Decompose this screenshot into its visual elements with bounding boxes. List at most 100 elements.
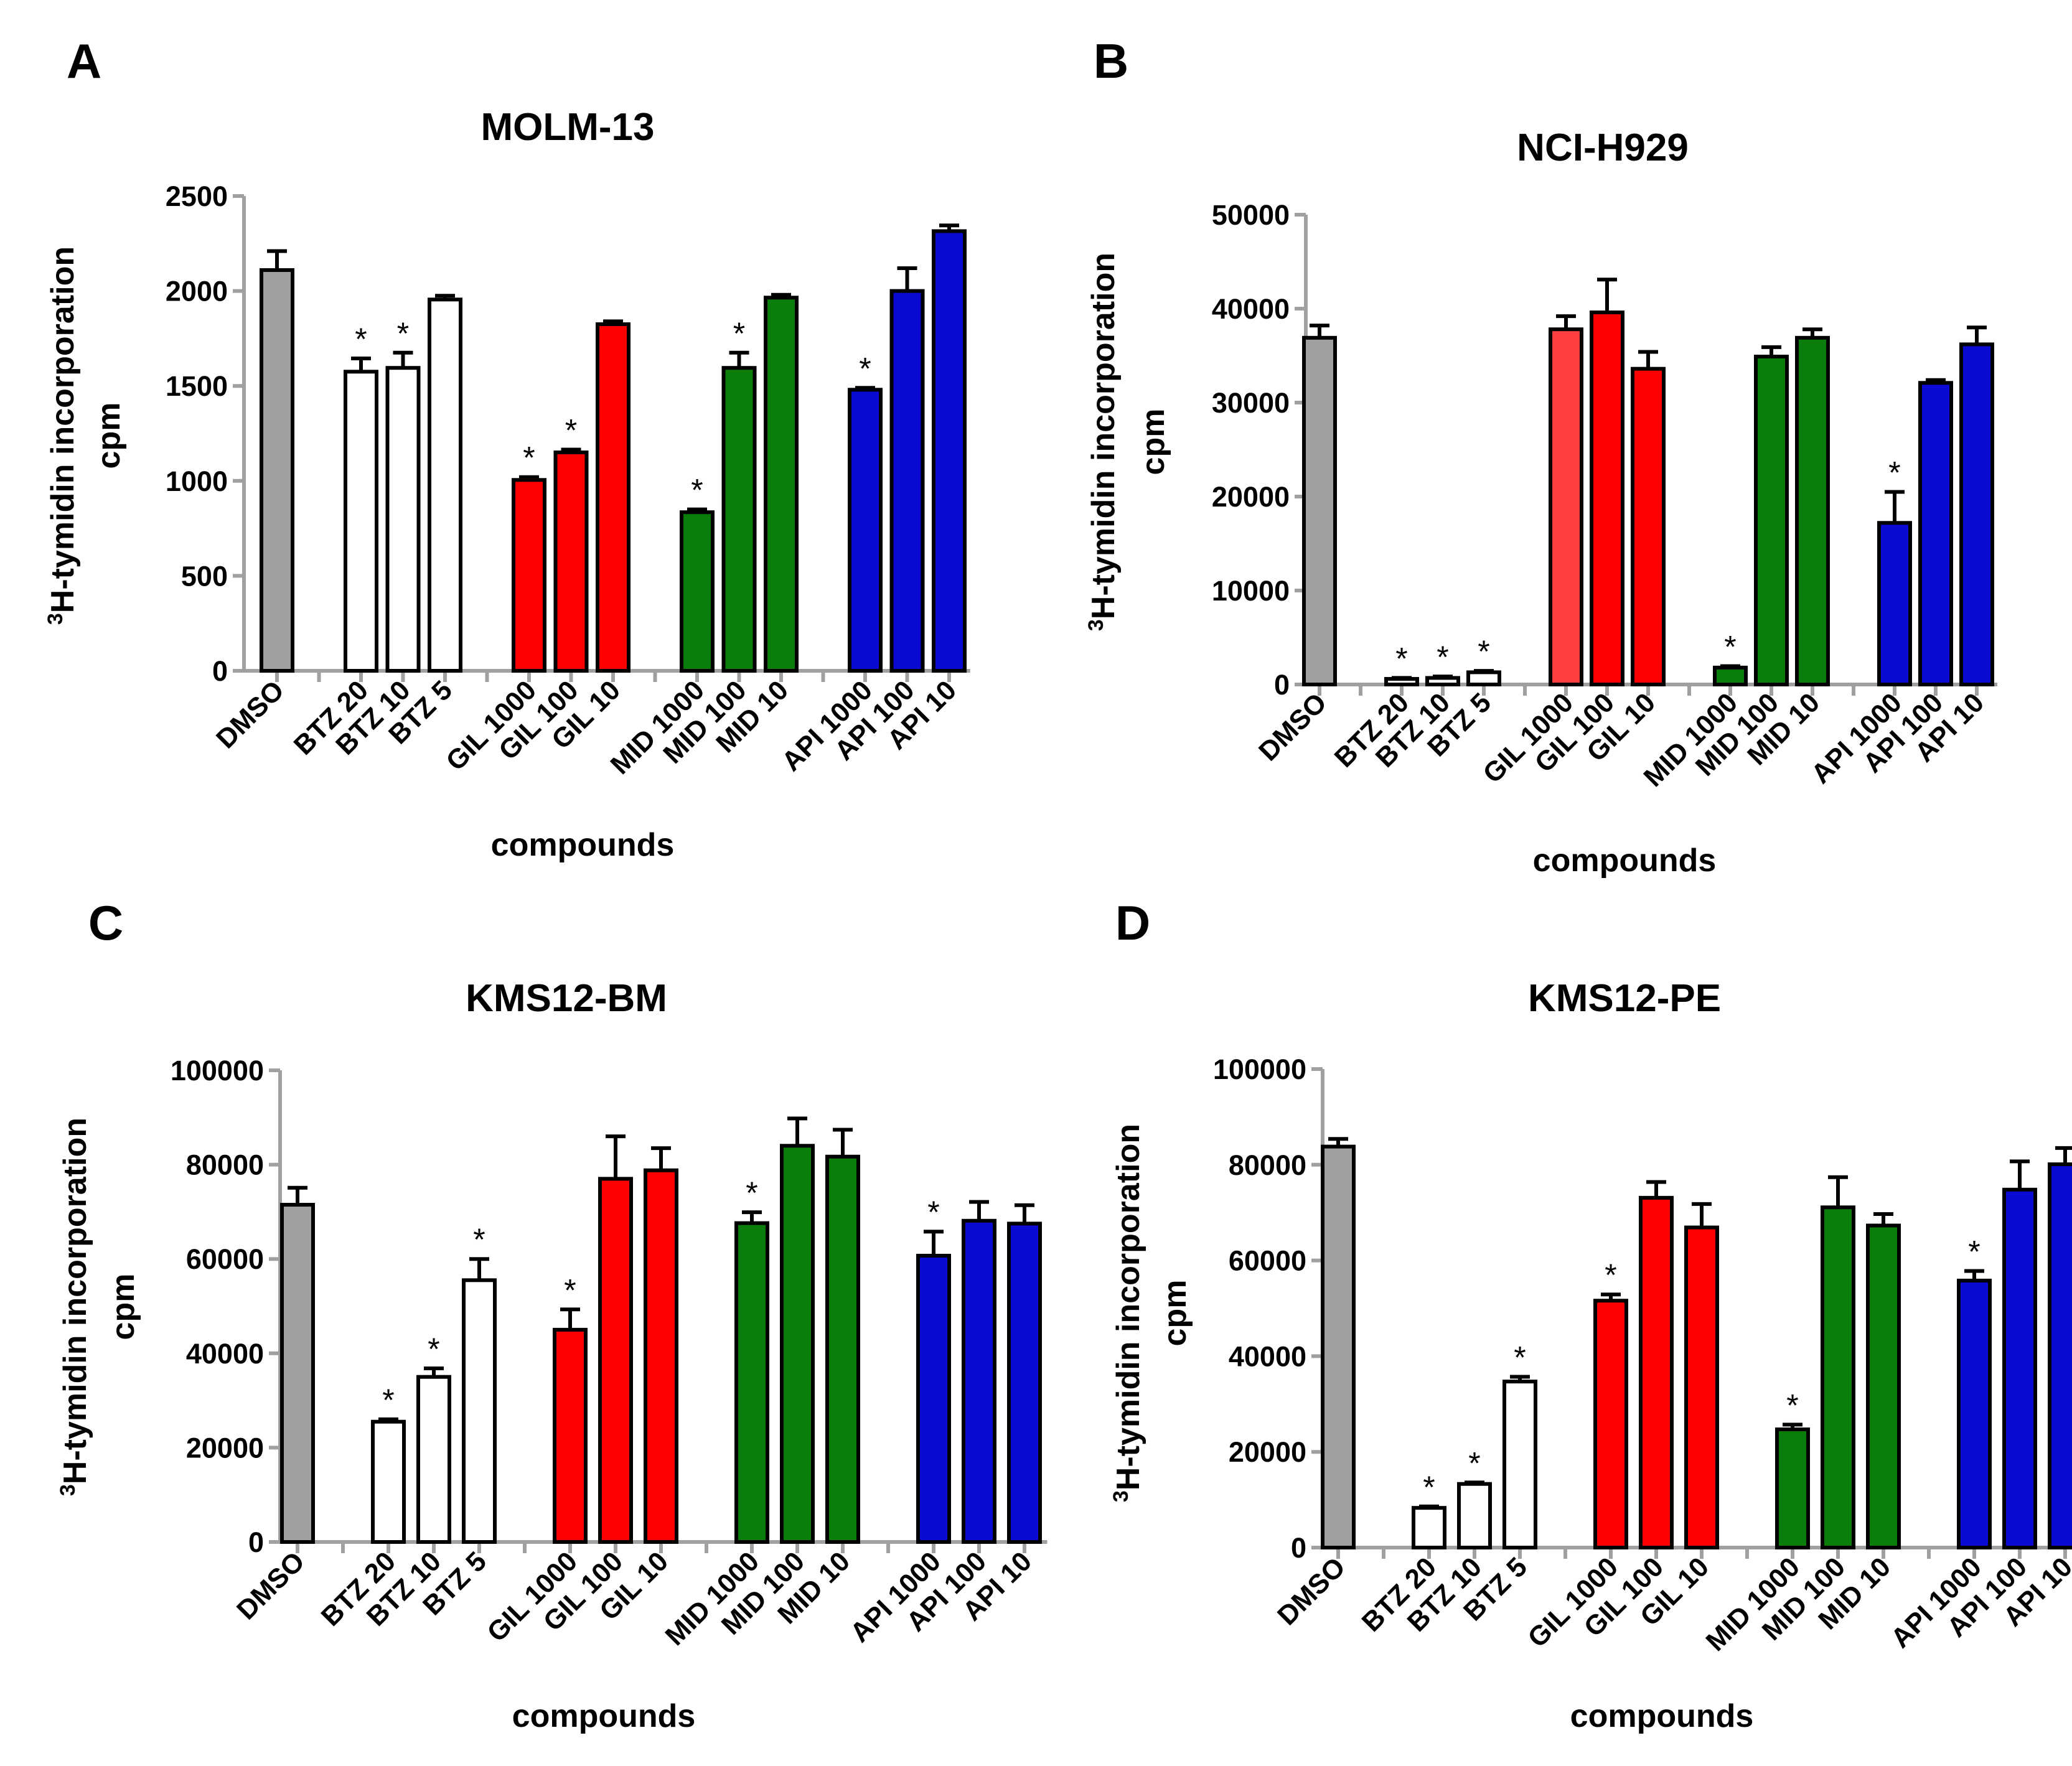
bar <box>1007 1222 1042 1544</box>
significance-star: * <box>397 316 409 351</box>
y-axis-title: 3H-tymidin incorporation <box>1109 1124 1146 1502</box>
significance-star: * <box>382 1383 394 1418</box>
y-tick-label: 50000 <box>1212 199 1290 231</box>
significance-star: * <box>733 316 745 351</box>
bar <box>1457 1482 1492 1549</box>
x-axis-title: compounds <box>491 827 675 863</box>
panel-letter: A <box>67 34 101 88</box>
bar <box>385 366 421 673</box>
bar <box>512 478 546 673</box>
significance-star: * <box>746 1175 757 1210</box>
bar <box>1877 521 1912 687</box>
y-tick-label: 30000 <box>1212 387 1290 419</box>
bar <box>1918 381 1953 686</box>
y-axis-unit: cpm <box>105 1274 141 1340</box>
bar <box>2002 1187 2037 1549</box>
bar <box>1302 335 1337 686</box>
bar <box>416 1375 451 1544</box>
significance-star: * <box>473 1222 485 1257</box>
y-tick-label: 80000 <box>1229 1149 1306 1181</box>
significance-star: * <box>1968 1235 1980 1269</box>
bar <box>1821 1205 1855 1549</box>
bar <box>644 1168 678 1544</box>
y-tick-label: 20000 <box>1212 481 1290 513</box>
bar <box>1775 1427 1810 1549</box>
y-tick-label: 0 <box>1291 1532 1306 1564</box>
bar <box>598 1177 633 1544</box>
bar <box>1959 342 1994 686</box>
bar <box>1631 367 1666 686</box>
significance-star: * <box>1395 641 1407 676</box>
x-axis-title: compounds <box>1533 843 1717 879</box>
bar <box>260 268 294 673</box>
y-axis-title: 3H-tymidin incorporation <box>1084 253 1122 631</box>
bar <box>553 1327 588 1544</box>
bar <box>1384 676 1419 686</box>
significance-star: * <box>355 322 367 357</box>
panel-letter: B <box>1094 34 1128 88</box>
significance-star: * <box>1478 634 1489 669</box>
bar <box>1754 355 1789 686</box>
y-tick-label: 40000 <box>186 1338 264 1370</box>
bar <box>1795 335 1830 686</box>
chart-panel-c: C KMS12-BM 0 20000 40000 60000 80000 100000 DMSO… <box>56 895 1048 1734</box>
y-tick-label: 1000 <box>166 465 228 497</box>
y-tick-label: 0 <box>248 1526 264 1558</box>
y-tick-label: 40000 <box>1212 293 1290 325</box>
significance-star: * <box>1888 455 1900 490</box>
x-axis-title: compounds <box>1570 1698 1754 1734</box>
y-axis-unit: cpm <box>1157 1280 1193 1347</box>
chart-title: MOLM-13 <box>481 106 655 149</box>
bar <box>916 1253 951 1544</box>
chart-title: KMS12-BM <box>466 977 667 1020</box>
significance-star: * <box>859 351 871 386</box>
significance-star: * <box>1605 1258 1616 1292</box>
significance-star: * <box>927 1195 939 1230</box>
panel-letter: D <box>1115 895 1150 950</box>
chart-panel-d: D KMS12-PE 0 20000 40000 60000 80000 100000 DMSO… <box>1109 895 2072 1734</box>
bar <box>1593 1299 1628 1550</box>
chart-title: NCI-H929 <box>1517 126 1689 169</box>
significance-star: * <box>691 473 703 508</box>
y-tick-label: 2000 <box>166 276 228 307</box>
bar <box>1502 1380 1537 1549</box>
y-axis-title-text: H-tymidin incorporation <box>1085 253 1122 619</box>
bar <box>1590 311 1624 687</box>
significance-star: * <box>1423 1470 1435 1505</box>
bar <box>889 289 925 673</box>
y-tick-label: 20000 <box>186 1432 264 1464</box>
x-axis-title: compounds <box>512 1698 696 1734</box>
y-tick-label: 2500 <box>166 180 228 212</box>
y-axis-unit: cpm <box>91 403 127 469</box>
y-tick-label: 100000 <box>171 1055 264 1086</box>
bar <box>721 366 757 673</box>
bar <box>1639 1195 1674 1549</box>
bar <box>1425 676 1460 687</box>
bar <box>1466 670 1501 686</box>
bar <box>2048 1162 2072 1549</box>
chart-title: KMS12-PE <box>1528 977 1721 1020</box>
y-tick-label: 60000 <box>1229 1245 1306 1277</box>
bar <box>1957 1278 1992 1549</box>
y-tick-label: 80000 <box>186 1149 264 1181</box>
y-axis-unit: cpm <box>1135 409 1171 475</box>
bar <box>596 322 631 673</box>
significance-star: * <box>565 413 577 447</box>
y-tick-label: 40000 <box>1229 1340 1306 1372</box>
bar <box>344 370 378 673</box>
x-tick-label: DMSO <box>231 1546 311 1625</box>
significance-star: * <box>1468 1446 1480 1480</box>
y-axis-title-superscript: 3 <box>56 1484 80 1496</box>
y-tick-label: 0 <box>1274 669 1290 701</box>
panel-letter: C <box>88 895 123 950</box>
y-axis-title: 3H-tymidin incorporation <box>56 1118 93 1496</box>
bar <box>553 451 589 673</box>
bar <box>848 388 883 673</box>
bar <box>371 1419 406 1544</box>
bar <box>825 1154 860 1544</box>
y-tick-label: 20000 <box>1229 1436 1306 1468</box>
bar <box>1412 1506 1446 1550</box>
bar <box>1321 1144 1356 1549</box>
bar <box>462 1278 497 1544</box>
